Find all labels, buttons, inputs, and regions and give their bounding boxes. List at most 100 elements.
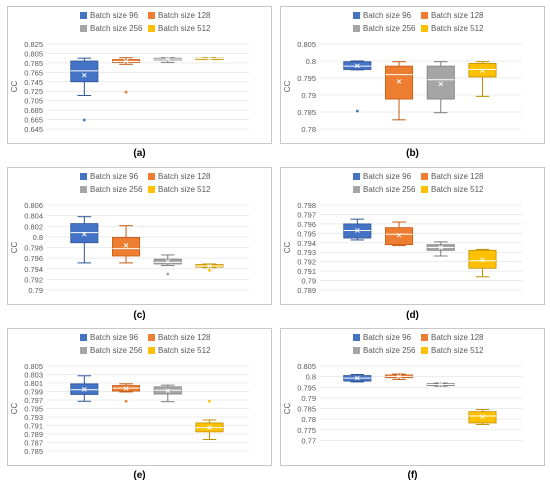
mean-marker-stroke: [165, 56, 171, 62]
y-tick-label: 0.798: [297, 201, 316, 210]
mean-marker-stroke: [165, 388, 171, 393]
y-tick-label: 0.795: [297, 74, 316, 83]
y-tick-label: 0.8: [306, 373, 316, 382]
box-series-3: [153, 56, 182, 63]
y-tick-label: 0.793: [24, 413, 43, 422]
y-tick-label: 0.79: [301, 277, 316, 286]
y-tick-label: 0.78: [301, 415, 316, 424]
mean-marker-stroke: [207, 425, 212, 430]
y-axis-label: CC: [10, 403, 19, 415]
y-tick-label: 0.792: [24, 275, 43, 284]
legend-label: Batch size 128: [431, 11, 484, 20]
y-axis-label: CC: [10, 81, 19, 93]
y-tick-label: 0.801: [24, 379, 43, 388]
box-iqr: [385, 227, 414, 246]
y-tick-label: 0.804: [24, 212, 43, 221]
legend-item: Batch size 512: [421, 346, 484, 355]
mean-marker-stroke: [165, 258, 171, 264]
box-series-3: [153, 254, 182, 276]
panel-frame: [7, 6, 272, 144]
chart-panel-d: Batch size 96 Batch size 128 Batch size 25…: [280, 167, 545, 305]
legend: Batch size 96 Batch size 128 Batch size 25…: [80, 333, 211, 355]
legend-swatch: [353, 186, 360, 193]
legend-item: Batch size 128: [148, 11, 211, 20]
legend-swatch: [148, 186, 155, 193]
outlier-point: [166, 272, 170, 276]
mean-marker-stroke: [396, 232, 402, 238]
legend-label: Batch size 512: [431, 346, 484, 355]
mean-marker: [207, 56, 212, 61]
chart-panel-f: Batch size 96 Batch size 128 Batch size 25…: [280, 328, 545, 466]
box-iqr: [426, 65, 455, 100]
legend-label: Batch size 96: [90, 172, 139, 181]
mean-marker: [123, 58, 129, 64]
y-tick-label: 0.795: [297, 383, 316, 392]
mean-marker-stroke: [355, 375, 360, 381]
panel-frame: [7, 167, 272, 305]
legend-swatch: [80, 347, 87, 354]
legend: Batch size 96 Batch size 128 Batch size 25…: [353, 333, 484, 355]
legend-label: Batch size 256: [90, 346, 143, 355]
chart-panel-b: Batch size 96 Batch size 128 Batch size 25…: [280, 6, 545, 144]
mean-marker: [123, 386, 129, 391]
legend-swatch: [353, 25, 360, 32]
legend-item: Batch size 96: [353, 172, 412, 181]
y-tick-label: 0.785: [24, 59, 43, 68]
box-series-3: [426, 382, 455, 387]
y-tick-label: 0.745: [24, 78, 43, 87]
legend-label: Batch size 512: [431, 185, 484, 194]
mean-marker: [396, 232, 402, 238]
box-series-2: [385, 61, 414, 121]
y-axis-label: CC: [283, 81, 292, 93]
legend: Batch size 96 Batch size 128 Batch size 25…: [353, 172, 484, 194]
y-tick-label: 0.787: [24, 439, 43, 448]
box-series-1: [70, 57, 99, 122]
legend-item: Batch size 256: [80, 185, 143, 194]
legend-label: Batch size 96: [363, 11, 412, 20]
mean-marker-stroke: [438, 81, 444, 87]
legend-label: Batch size 512: [158, 24, 211, 33]
mean-marker: [355, 228, 360, 233]
mean-marker: [438, 382, 444, 387]
legend-item: Batch size 512: [421, 185, 484, 194]
box-series-4: [468, 409, 497, 425]
legend-swatch: [353, 12, 360, 19]
mean-marker-stroke: [123, 243, 129, 248]
box-series-2: [385, 221, 414, 247]
panel-label: (c): [133, 310, 145, 321]
y-tick-label: 0.805: [24, 362, 43, 371]
mean-marker: [396, 374, 402, 379]
legend-item: Batch size 256: [353, 185, 416, 194]
box-series-1: [343, 374, 372, 383]
y-tick-label: 0.796: [297, 220, 316, 229]
mean-marker: [165, 388, 171, 393]
legend-swatch: [353, 334, 360, 341]
legend-swatch: [80, 173, 87, 180]
box-iqr: [112, 237, 141, 257]
box-series-1: [70, 375, 99, 402]
chart-panel-e: Batch size 96 Batch size 128 Batch size 25…: [7, 328, 272, 466]
legend-item: Batch size 512: [148, 346, 211, 355]
legend-item: Batch size 128: [148, 333, 211, 342]
mean-marker-stroke: [396, 79, 402, 84]
legend-item: Batch size 512: [148, 185, 211, 194]
y-tick-label: 0.665: [24, 116, 43, 125]
mean-marker: [480, 68, 485, 73]
legend-swatch: [421, 334, 428, 341]
mean-marker-stroke: [123, 58, 129, 64]
legend-label: Batch size 256: [90, 185, 143, 194]
mean-marker-stroke: [438, 382, 444, 387]
box-iqr: [385, 65, 414, 100]
y-tick-label: 0.805: [297, 362, 316, 371]
panel-label: (d): [406, 310, 419, 321]
legend-label: Batch size 512: [431, 24, 484, 33]
box-series-3: [426, 61, 455, 114]
y-tick-label: 0.805: [297, 40, 316, 49]
y-tick-label: 0.797: [297, 210, 316, 219]
panel-label: (f): [408, 470, 418, 481]
mean-marker: [480, 414, 485, 419]
mean-marker-stroke: [355, 228, 360, 233]
y-tick-label: 0.8: [306, 57, 316, 66]
legend: Batch size 96 Batch size 128 Batch size 25…: [80, 172, 211, 194]
